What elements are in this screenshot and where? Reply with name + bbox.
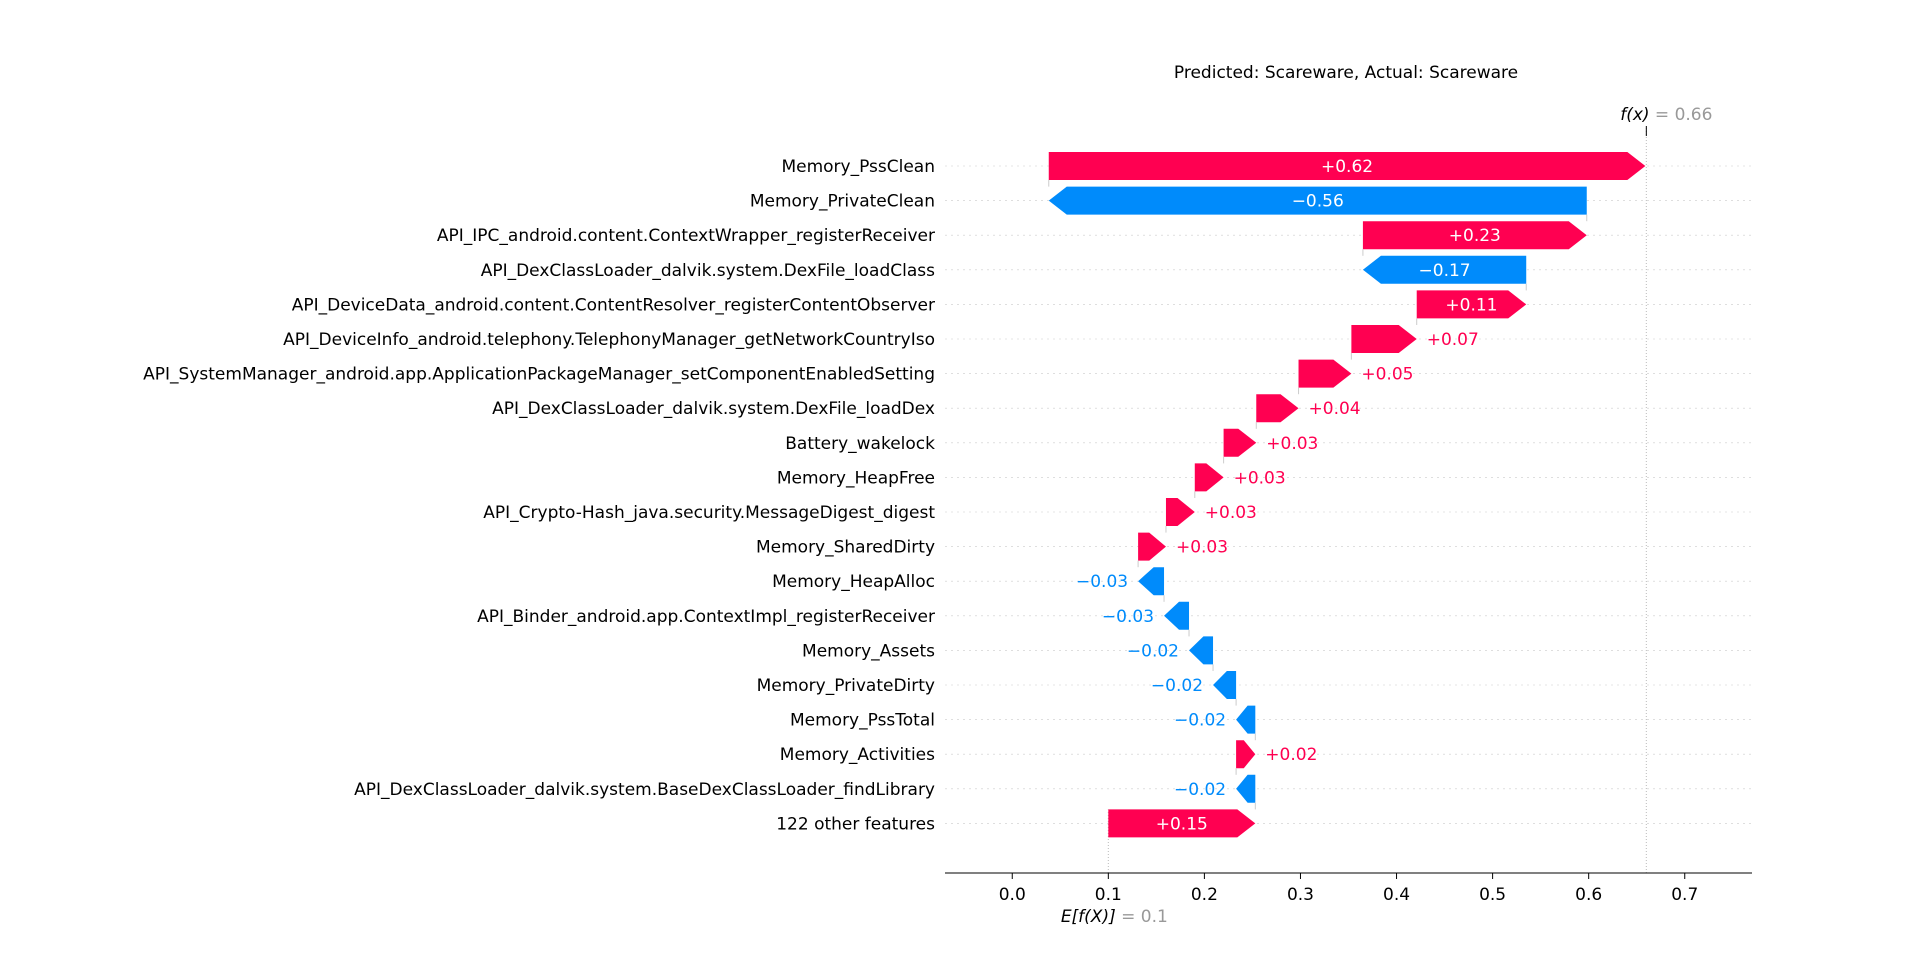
- bar-value-label: −0.02: [1151, 676, 1203, 696]
- feature-label: API_DeviceData_android.content.ContentRe…: [292, 295, 935, 315]
- positive-contribution-bar: [1362, 221, 1587, 250]
- feature-label: Memory_PssClean: [781, 157, 935, 177]
- bar-value-label: +0.03: [1234, 468, 1286, 488]
- feature-label: Memory_Assets: [802, 641, 935, 661]
- feature-label: Memory_SharedDirty: [756, 538, 935, 558]
- negative-contribution-bar: [1362, 255, 1527, 284]
- feature-label: API_IPC_android.content.ContextWrapper_r…: [437, 226, 935, 246]
- feature-label: Memory_HeapFree: [777, 468, 935, 488]
- positive-contribution-bar: [1194, 463, 1224, 492]
- positive-contribution-bar: [1236, 740, 1256, 769]
- feature-label: Memory_Activities: [780, 745, 935, 765]
- base-value-annotation: E[f(X)] = 0.1: [1061, 907, 1168, 927]
- feature-label: API_Binder_android.app.ContextImpl_regis…: [477, 607, 935, 627]
- positive-contribution-bar: [1048, 152, 1646, 180]
- feature-label: API_DexClassLoader_dalvik.system.DexFile…: [481, 261, 935, 281]
- feature-label: API_DexClassLoader_dalvik.system.BaseDex…: [354, 780, 935, 800]
- bar-value-label: +0.07: [1427, 330, 1479, 350]
- bar-value-label: +0.02: [1265, 745, 1317, 765]
- bar-value-label: −0.03: [1076, 572, 1128, 592]
- x-tick-label: 0.2: [1191, 885, 1218, 905]
- x-tick-label: 0.5: [1479, 885, 1506, 905]
- bar-value-label: +0.15: [1156, 814, 1208, 834]
- negative-contribution-bar: [1236, 705, 1256, 734]
- feature-label: Memory_PrivateDirty: [757, 676, 935, 696]
- feature-label: Memory_HeapAlloc: [772, 572, 935, 592]
- bar-value-label: −0.03: [1102, 607, 1154, 627]
- bar-value-label: +0.11: [1445, 295, 1497, 315]
- row-gridlines: [945, 165, 1752, 824]
- bar-value-label: −0.02: [1174, 780, 1226, 800]
- feature-label: Memory_PrivateClean: [750, 192, 935, 212]
- positive-contribution-bar: [1351, 325, 1417, 353]
- feature-label: API_DexClassLoader_dalvik.system.DexFile…: [492, 399, 935, 419]
- reference-lines: [1107, 126, 1647, 873]
- contribution-bars: [1048, 152, 1646, 838]
- feature-label: 122 other features: [776, 814, 935, 834]
- bar-value-label: +0.03: [1205, 503, 1257, 523]
- bar-value-label: +0.03: [1176, 538, 1228, 558]
- bar-value-label: −0.56: [1292, 192, 1344, 212]
- feature-label: Memory_PssTotal: [790, 711, 935, 731]
- bar-value-label: −0.02: [1127, 641, 1179, 661]
- bar-value-label: +0.62: [1321, 157, 1373, 177]
- x-tick-label: 0.6: [1575, 885, 1602, 905]
- negative-contribution-bar: [1138, 567, 1165, 596]
- feature-label: Battery_wakelock: [785, 434, 935, 454]
- bar-value-label: +0.05: [1361, 365, 1413, 385]
- feature-label: API_DeviceInfo_android.telephony.Telepho…: [283, 330, 935, 350]
- negative-contribution-bar: [1048, 186, 1587, 215]
- positive-contribution-bar: [1165, 498, 1195, 526]
- output-value-annotation: f(x) = 0.66: [1620, 105, 1712, 125]
- bar-value-label: +0.03: [1266, 434, 1318, 454]
- negative-contribution-bar: [1236, 774, 1256, 803]
- bar-value-label: −0.17: [1419, 261, 1471, 281]
- negative-contribution-bar: [1189, 636, 1214, 665]
- chart-title: Predicted: Scareware, Actual: Scareware: [1174, 63, 1518, 83]
- x-tick-label: 0.4: [1383, 885, 1410, 905]
- positive-contribution-bar: [1138, 532, 1166, 561]
- bar-value-label: −0.02: [1174, 711, 1226, 731]
- positive-contribution-bar: [1108, 809, 1256, 838]
- x-tick-label: 0.7: [1671, 885, 1698, 905]
- value-annotations: +0.62 −0.56 +0.23 −0.17 +0.11 +0.07 +0.05+0.04…: [1061, 105, 1713, 927]
- bar-value-label: +0.04: [1309, 399, 1361, 419]
- x-tick-label: 0.3: [1287, 885, 1314, 905]
- x-tick-label: 0.0: [999, 885, 1026, 905]
- feature-labels: Memory_PssClean Memory_PrivateClean API_IP…: [143, 157, 935, 834]
- positive-contribution-bar: [1256, 394, 1299, 423]
- negative-contribution-bar: [1213, 671, 1237, 699]
- feature-label: API_Crypto-Hash_java.security.MessageDig…: [483, 503, 935, 523]
- positive-contribution-bar: [1416, 290, 1527, 319]
- feature-label: API_SystemManager_android.app.Applicatio…: [143, 365, 935, 385]
- positive-contribution-bar: [1223, 428, 1257, 457]
- x-tick-label: 0.1: [1095, 885, 1122, 905]
- x-axis: 0.0 0.1 0.2 0.3 0.4 0.5 0.6 0.7: [945, 872, 1752, 905]
- bar-value-label: +0.23: [1449, 226, 1501, 246]
- negative-contribution-bar: [1164, 601, 1190, 630]
- positive-contribution-bar: [1298, 359, 1352, 388]
